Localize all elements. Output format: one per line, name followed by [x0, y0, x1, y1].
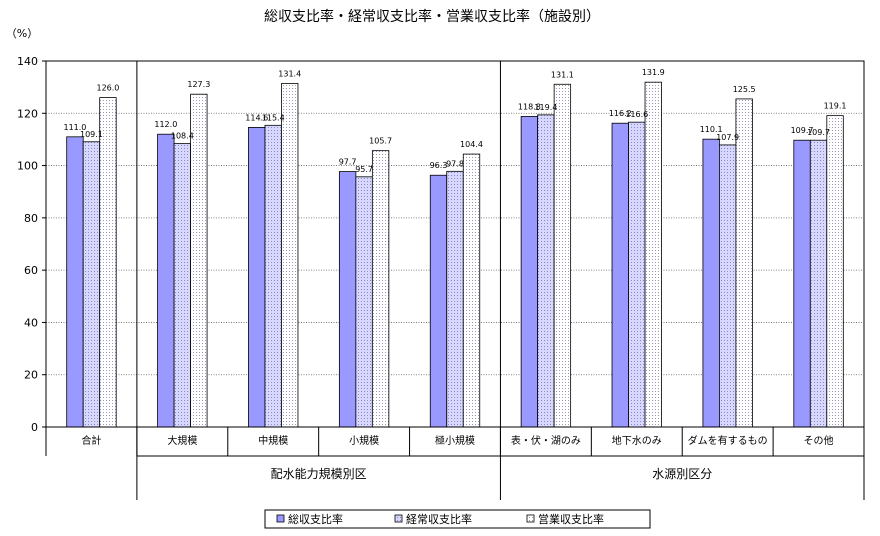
y-tick-label: 20	[24, 369, 38, 382]
data-label: 95.7	[355, 165, 373, 174]
data-label: 114.6	[245, 113, 268, 122]
chart-title: 総収支比率・経常収支比率・営業収支比率（施設別）	[264, 8, 600, 25]
data-label: 127.3	[187, 80, 210, 89]
legend-label: 経常収支比率	[406, 512, 472, 526]
bar-3	[644, 81, 662, 428]
data-label: 104.4	[460, 140, 483, 149]
bar-2	[446, 170, 464, 428]
data-label: 97.7	[339, 158, 357, 167]
y-axis-ticks: 0 20 40 60 80 100 120 140	[17, 55, 46, 434]
bar-3	[553, 83, 572, 428]
legend-swatch-2	[394, 514, 403, 523]
data-label: 97.8	[446, 159, 464, 168]
bar-2	[809, 139, 828, 428]
data-label: 131.4	[278, 69, 301, 78]
bar-2	[82, 141, 101, 428]
y-tick-label: 0	[31, 421, 38, 434]
bar-3	[371, 150, 390, 428]
bar-3	[190, 93, 208, 428]
y-tick-label: 60	[24, 264, 38, 277]
data-label: 126.0	[96, 84, 119, 93]
x-tick-label: 大規模	[167, 434, 197, 447]
data-label: 125.5	[733, 85, 756, 94]
bar-2	[264, 124, 282, 428]
data-label: 119.4	[534, 103, 557, 112]
legend-box	[264, 509, 651, 529]
data-label: 119.1	[824, 102, 847, 111]
x-tick-label: 極小規模	[435, 434, 475, 447]
y-axis-label: （%）	[6, 27, 38, 40]
data-label: 96.3	[430, 161, 448, 170]
y-tick-label: 80	[24, 212, 38, 225]
data-label: 109.1	[80, 130, 103, 139]
y-tick-label: 40	[24, 316, 38, 329]
data-label: 116.2	[609, 109, 632, 118]
y-tick-label: 100	[17, 160, 38, 173]
legend: 総収支比率 経常収支比率 営業収支比率	[264, 509, 651, 529]
group-label: 配水能力規模別区	[271, 466, 367, 481]
bar-3	[462, 153, 481, 428]
bar-2	[628, 121, 646, 428]
data-label: 105.7	[369, 137, 392, 146]
bar-3	[281, 83, 299, 428]
data-label: 107.9	[716, 133, 739, 142]
data-label: 115.4	[262, 113, 285, 122]
x-tick-label: 地下水のみ	[612, 434, 662, 447]
data-label: 110.1	[700, 125, 723, 134]
x-tick-label: 合計	[81, 434, 101, 447]
data-label: 112.0	[154, 120, 177, 129]
x-tick-label: ダムを有するもの	[688, 434, 768, 447]
group-label: 水源別区分	[652, 467, 712, 481]
bar-2	[719, 144, 737, 428]
group-labels: 配水能力規模別区 水源別区分	[271, 466, 713, 481]
x-tick-label: 表・伏・湖のみ	[511, 434, 581, 447]
bar-1	[520, 116, 539, 428]
legend-swatch-3	[526, 514, 535, 523]
bar-1	[702, 138, 720, 428]
x-tick-label: その他	[804, 434, 834, 447]
data-label: 109.7	[807, 128, 830, 137]
data-label: 111.0	[63, 123, 86, 132]
bar-3	[826, 115, 844, 428]
bar-1	[611, 122, 629, 428]
axes	[45, 60, 865, 500]
data-label: 109.7	[791, 126, 814, 135]
x-tick-label: 中規模	[258, 434, 288, 447]
data-label: 131.1	[551, 70, 574, 79]
bar-1	[429, 174, 448, 428]
data-label: 118.8	[518, 102, 541, 111]
bar-1	[248, 127, 266, 428]
bar-1	[157, 133, 175, 428]
bar-2	[173, 143, 191, 428]
bar-1	[338, 171, 357, 428]
bar-2	[355, 176, 373, 428]
data-label: 116.6	[625, 110, 648, 119]
bar-1	[793, 139, 811, 428]
legend-label: 営業収支比率	[538, 512, 604, 526]
legend-label: 総収支比率	[288, 512, 343, 526]
data-label: 131.9	[642, 68, 665, 77]
bar-1	[66, 136, 84, 428]
x-tick-label: 小規模	[349, 435, 379, 447]
bar-3	[99, 97, 117, 428]
bar-3	[735, 98, 753, 428]
y-tick-label: 120	[17, 107, 38, 120]
data-label: 108.4	[171, 132, 194, 141]
legend-swatch-1	[276, 514, 285, 523]
y-tick-label: 140	[17, 55, 38, 68]
x-axis-labels: 合計 大規模 中規模 小規模 極小規模 表・伏・湖のみ 地下水のみ ダムを有するもの その他	[81, 434, 833, 447]
bar-2	[537, 114, 555, 428]
